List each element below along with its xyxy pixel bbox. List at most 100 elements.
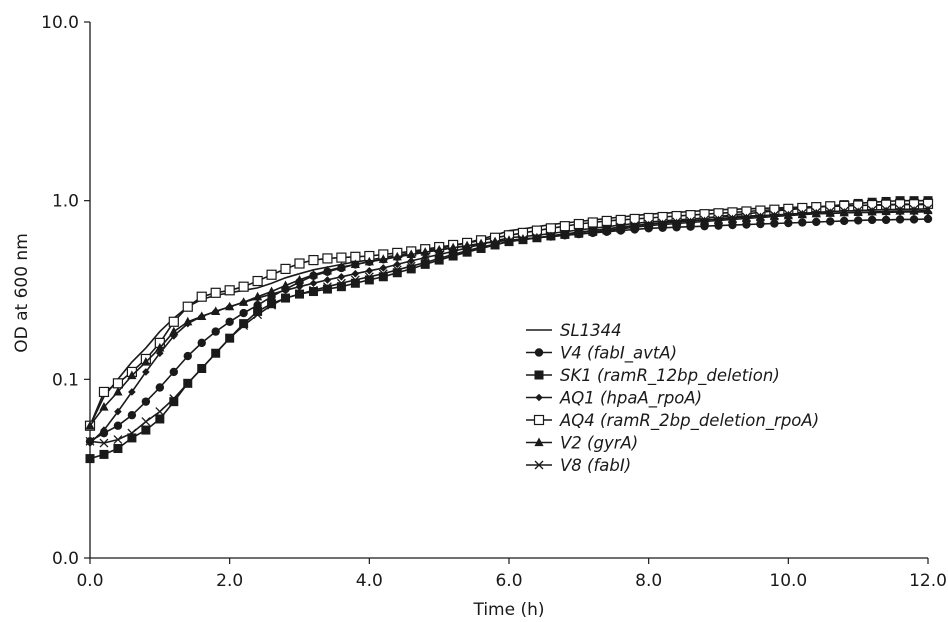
data-point [784,218,793,228]
data-point [252,275,263,287]
data-point [336,278,346,288]
legend: SL1344 V4 (fabI_avtA)SK1 (ramR_12bp_delet… [526,321,819,475]
data-point [420,247,430,256]
data-point [378,269,388,279]
legend-label: V4 (fabI_avtA) [560,344,677,364]
data-point [546,231,556,241]
data-point [253,306,263,316]
data-point [560,229,570,239]
data-point [253,291,263,301]
data-point [239,297,249,306]
data-point [587,217,598,228]
data-point [183,378,193,388]
data-point [155,407,165,417]
data-point [532,233,542,243]
data-point [294,258,305,269]
legend-marker [535,393,543,402]
data-point [156,349,164,358]
data-point [211,348,221,358]
data-point [644,219,654,229]
data-point [225,317,234,326]
y-tick-label: 10.0 [41,13,79,33]
data-point [113,386,123,396]
data-point [658,218,668,228]
data-point [601,215,612,227]
data-point [812,217,821,227]
data-point [853,207,863,216]
data-point [434,255,444,265]
x-tick-label: 4.0 [356,571,383,591]
data-point [630,221,640,231]
data-point [99,438,109,448]
data-point [867,215,877,225]
axes: 0.0 0.1 1.0 10.0 0.0 2.0 4.0 6.0 8.0 10.0 12.0 [41,13,947,591]
data-point [182,301,193,312]
data-point [169,326,179,336]
data-point [141,417,151,427]
data-point [909,215,919,224]
data-point [462,247,472,257]
data-point [783,209,793,219]
x-tick-label: 2.0 [216,571,243,591]
data-point [169,394,179,404]
data-point [210,287,221,298]
data-point [113,421,123,430]
data-point [168,316,179,327]
data-point [615,214,626,226]
data-point [127,428,137,438]
data-point [85,420,95,430]
data-point [309,279,318,288]
legend-item: AQ4 (ramR_2bp_deletion_rpoA) [526,411,819,431]
y-tick-label: 0.0 [52,549,79,569]
data-point [294,274,305,284]
data-point [127,433,137,443]
data-point [379,264,388,272]
series-5 [84,198,934,431]
data-point [141,425,151,435]
data-point [128,388,136,396]
data-point [197,338,206,348]
data-point [239,321,249,331]
data-point [197,364,207,373]
data-point [770,219,779,228]
data-point [881,215,891,225]
legend-marker [533,414,545,426]
data-point [99,402,109,411]
data-point [392,265,402,275]
data-point [322,284,332,294]
data-point [490,239,500,249]
data-point [142,368,150,376]
legend-marker [534,460,544,470]
data-point [336,252,347,263]
data-point [840,216,849,226]
data-point [476,243,486,253]
data-point [853,216,863,225]
data-point [266,269,277,280]
data-point [867,206,877,216]
data-point [169,397,179,407]
data-point [462,246,472,256]
legend-item: SK1 (ramR_12bp_deletion) [526,366,780,386]
data-point [798,218,807,227]
data-point [755,211,765,221]
data-point [169,367,178,377]
y-axis-title: OD at 600 nm [12,233,32,353]
data-point [322,265,333,275]
data-point [392,251,402,261]
data-point [826,217,835,226]
data-point [741,212,751,222]
data-point [573,218,584,230]
legend-label: V8 (fabI) [560,456,631,475]
data-point [113,444,123,454]
data-point [839,206,849,216]
data-point [322,282,332,292]
data-point [224,285,235,296]
data-point [714,214,723,224]
data-point [797,208,807,218]
x-tick-label: 6.0 [495,571,522,591]
data-point [323,276,332,284]
data-point [406,264,416,274]
legend-label: SK1 (ramR_12bp_deletion) [560,366,780,386]
x-tick-label: 10.0 [769,571,807,591]
